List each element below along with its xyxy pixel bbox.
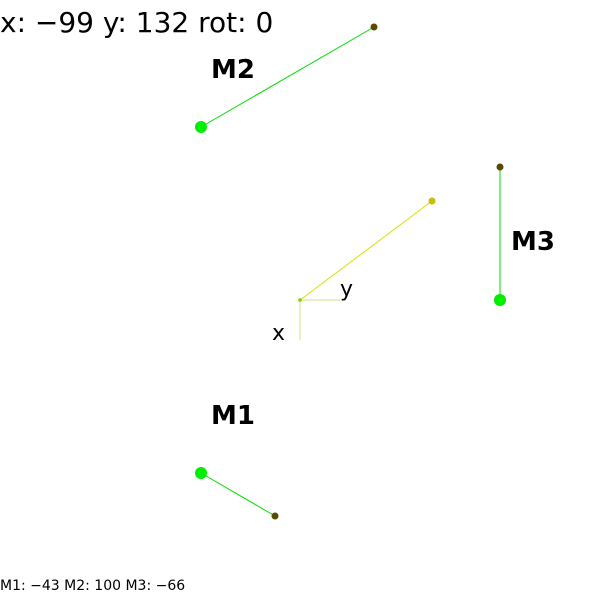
pose-readout: x: −99 y: 132 rot: 0 — [0, 6, 273, 39]
motor-m2-label: M2 — [211, 55, 255, 85]
motor-m1: M1 — [195, 401, 279, 520]
x-axis-label: x — [272, 321, 285, 346]
motor-m2-base — [195, 121, 207, 133]
heading-tip — [428, 197, 436, 205]
motor-m3-base — [494, 294, 506, 306]
y-axis-label: y — [340, 277, 353, 302]
motor-m1-label: M1 — [211, 401, 255, 431]
motor-m2-tip — [370, 23, 378, 31]
motor-m1-vector — [200, 472, 276, 517]
motor-m1-base — [195, 467, 207, 479]
heading-vector — [299, 200, 433, 301]
motor-m3: M3 — [494, 163, 555, 306]
robot-frame: y x — [272, 197, 436, 346]
motor-m2-vector — [200, 26, 375, 128]
motor-m3-label: M3 — [511, 227, 555, 257]
robot-origin — [298, 298, 302, 302]
motor-readout: M1: −43 M2: 100 M3: −66 — [0, 578, 185, 594]
motor-m3-tip — [496, 163, 504, 171]
motor-m2: M2 — [195, 23, 378, 133]
motor-m1-tip — [271, 512, 279, 520]
